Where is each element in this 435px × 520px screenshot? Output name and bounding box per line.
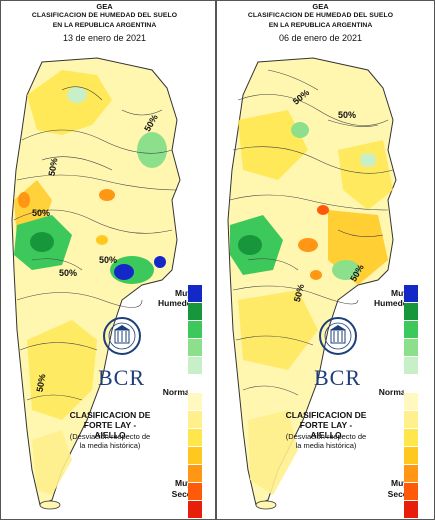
- legend-swatch: [188, 375, 202, 393]
- contour-label: 50%: [99, 255, 118, 265]
- isolines: [229, 69, 394, 396]
- legend-swatch: [188, 447, 202, 465]
- map-title-line2: EN LA REPUBLICA ARGENTINA: [268, 22, 373, 29]
- credit-note-line1: (Desviación respecto de: [69, 432, 151, 441]
- bcr-seal-icon: [319, 317, 357, 355]
- legend-swatch: [188, 303, 202, 321]
- legend-swatch: [188, 285, 202, 303]
- dry-zone-south: [238, 290, 318, 370]
- dry-zone-patagonia: [32, 430, 72, 495]
- legend-swatch: [404, 501, 418, 519]
- legend-swatch: [188, 321, 202, 339]
- moisture-legend: [404, 285, 418, 519]
- legend-normal: Normal: [378, 387, 408, 397]
- humid-core-center: [238, 235, 262, 255]
- humid-core-center: [30, 232, 54, 252]
- map-title-line2: EN LA REPUBLICA ARGENTINA: [52, 22, 157, 29]
- map-title-line1: CLASIFICACION DE HUMEDAD DEL SUELO: [31, 12, 178, 19]
- map-panel-jan06: GEA CLASIFICACION DE HUMEDAD DEL SUELO E…: [218, 0, 431, 519]
- humid-zone-northeast: [137, 132, 167, 168]
- legend-swatch: [188, 483, 202, 501]
- credit-title-line2: FORTE LAY - AIELLO: [299, 420, 353, 440]
- legend-swatch: [404, 429, 418, 447]
- panel-divider: [215, 0, 217, 520]
- dry-pocket-2: [18, 192, 30, 208]
- legend-muy-top: Muy: [391, 288, 408, 298]
- argentina-soil-moisture-map: [227, 57, 397, 510]
- dry-zone-north: [27, 70, 112, 135]
- org-label: GEA: [312, 2, 329, 11]
- humid-zone-northeast: [360, 153, 376, 167]
- humid-zone-north: [67, 87, 87, 103]
- dry-pocket-1: [99, 189, 115, 201]
- contour-label: 50%: [32, 208, 51, 218]
- credit-note-line2: la media histórica): [79, 441, 141, 450]
- legend-seco: Seco: [387, 489, 408, 499]
- map-panel-jan13: GEA CLASIFICACION DE HUMEDAD DEL SUELO E…: [2, 0, 215, 519]
- map-date: 13 de enero de 2021: [62, 33, 147, 43]
- moisture-legend: [188, 285, 202, 519]
- legend-swatch: [188, 501, 202, 519]
- org-label: GEA: [96, 2, 113, 11]
- island-tierra-del-fuego: [39, 500, 61, 510]
- legend-swatch: [188, 465, 202, 483]
- dry-zone-patagonia: [248, 410, 298, 495]
- argentina-soil-moisture-map: [11, 57, 181, 510]
- credit-note-line2: la media histórica): [295, 441, 357, 450]
- legend-humedo: Humedo: [158, 298, 192, 308]
- legend-swatch: [188, 339, 202, 357]
- legend-normal: Normal: [162, 387, 192, 397]
- legend-swatch: [188, 357, 202, 375]
- legend-swatch: [188, 429, 202, 447]
- legend-swatch: [404, 285, 418, 303]
- dry-pocket-2: [317, 205, 329, 215]
- legend-swatch: [404, 375, 418, 393]
- legend-swatch: [404, 465, 418, 483]
- map-date: 06 de enero de 2021: [278, 33, 363, 43]
- legend-muy-bottom: Muy: [391, 478, 408, 488]
- legend-muy-top: Muy: [175, 288, 192, 298]
- isolines: [13, 86, 178, 401]
- contour-label: 50%: [59, 268, 78, 278]
- legend-humedo: Humedo: [374, 298, 408, 308]
- legend-swatch: [404, 339, 418, 357]
- credit-note-line1: (Desviación respecto de: [285, 432, 367, 441]
- legend-swatch: [404, 303, 418, 321]
- very-humid-core-east: [114, 264, 134, 280]
- humid-zone-north: [291, 122, 309, 138]
- bcr-seal-icon: [103, 317, 141, 355]
- legend-swatch: [188, 393, 202, 411]
- bcr-brand: BCR: [314, 365, 362, 390]
- dry-pocket-3: [310, 270, 322, 280]
- credit-title-line2: FORTE LAY - AIELLO: [83, 420, 137, 440]
- dry-pocket-3: [96, 235, 108, 245]
- island-tierra-del-fuego: [255, 500, 277, 510]
- dry-pocket-1: [298, 238, 318, 252]
- very-humid-core-coast: [154, 256, 166, 268]
- legend-swatch: [404, 321, 418, 339]
- dry-zone-northeast: [338, 140, 393, 210]
- contour-label: 50%: [338, 110, 357, 120]
- credit-title-line1: CLASIFICACION DE: [285, 410, 367, 420]
- legend-swatch: [404, 357, 418, 375]
- credit-title-line1: CLASIFICACION DE: [69, 410, 151, 420]
- dry-zone-north: [238, 110, 308, 180]
- map-title-line1: CLASIFICACION DE HUMEDAD DEL SUELO: [247, 12, 394, 19]
- humid-zone-east: [332, 260, 360, 280]
- legend-swatch: [404, 411, 418, 429]
- legend-muy-bottom: Muy: [175, 478, 192, 488]
- legend-swatch: [188, 411, 202, 429]
- legend-seco: Seco: [171, 489, 192, 499]
- legend-swatch: [404, 393, 418, 411]
- legend-swatch: [404, 483, 418, 501]
- legend-swatch: [404, 447, 418, 465]
- bcr-brand: BCR: [98, 365, 146, 390]
